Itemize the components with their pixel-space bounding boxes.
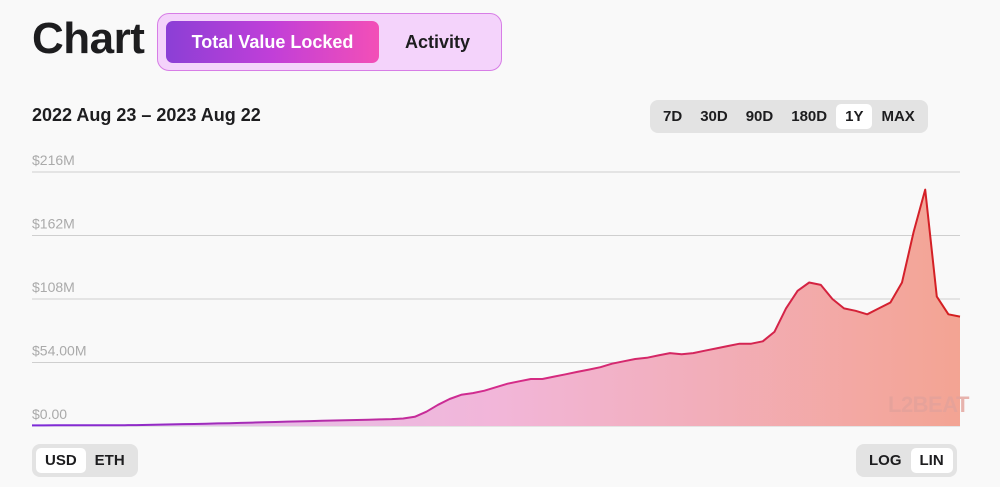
timeframe-max[interactable]: MAX: [881, 108, 915, 125]
tvl-line: [32, 188, 961, 427]
y-tick-label: $162M: [32, 216, 75, 232]
l2beat-watermark: L2BEAT: [888, 392, 969, 417]
unit-eth[interactable]: ETH: [94, 452, 125, 469]
timeframe-1y[interactable]: 1Y: [836, 104, 873, 129]
timeframe-selector: 7D 30D 90D 180D 1Y MAX: [650, 100, 928, 133]
timeframe-180d[interactable]: 180D: [791, 108, 828, 125]
scale-log[interactable]: LOG: [869, 452, 902, 469]
tvl-area: [32, 189, 960, 426]
tab-activity[interactable]: Activity: [404, 32, 471, 52]
timeframe-90d[interactable]: 90D: [745, 108, 774, 125]
tab-total-value-locked[interactable]: Total Value Locked: [166, 21, 379, 63]
view-switch: Total Value Locked Activity: [157, 13, 502, 71]
y-tick-label: $54.00M: [32, 343, 86, 359]
y-tick-label: $0.00: [32, 406, 67, 422]
date-range: 2022 Aug 23 – 2023 Aug 22: [32, 105, 261, 125]
scale-lin[interactable]: LIN: [910, 448, 953, 473]
unit-usd[interactable]: USD: [36, 448, 86, 473]
unit-selector: USD ETH: [32, 444, 138, 477]
page-title: Chart: [32, 14, 145, 63]
timeframe-7d[interactable]: 7D: [663, 108, 683, 125]
timeframe-30d[interactable]: 30D: [700, 108, 728, 125]
y-tick-label: $108M: [32, 279, 75, 295]
y-tick-label: $216M: [32, 152, 75, 168]
scale-selector: LOG LIN: [856, 444, 957, 477]
